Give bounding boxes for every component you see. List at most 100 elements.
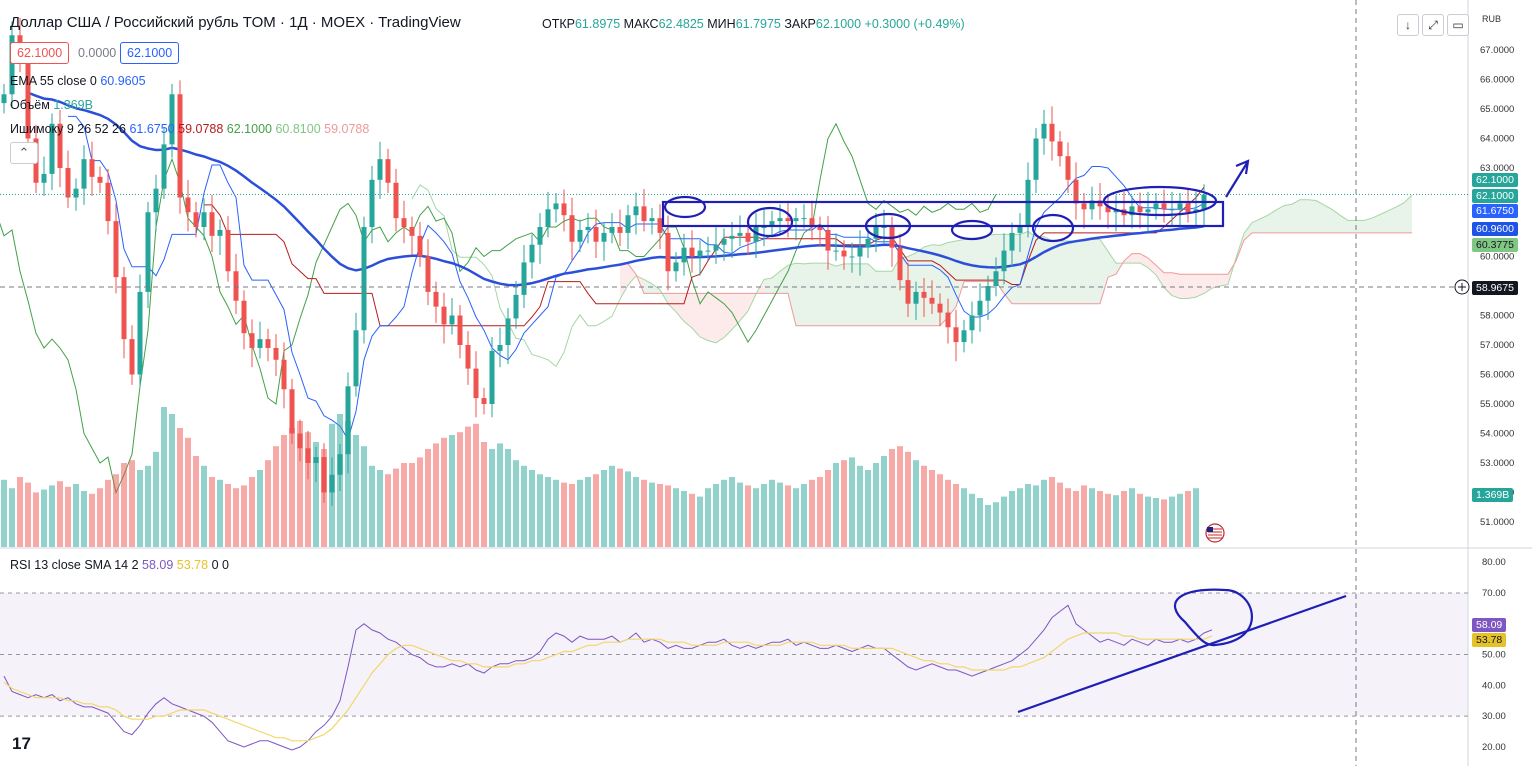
candle [1, 83, 7, 114]
volume-bar [713, 484, 719, 547]
cloud-segment [828, 263, 836, 326]
volume-bar [833, 463, 839, 547]
candle [617, 209, 623, 247]
volume-value: 1.369B [53, 98, 93, 112]
volume-bar [1017, 488, 1023, 547]
candle-body [193, 212, 199, 227]
candle-body [1081, 203, 1087, 210]
cloud-segment [1084, 239, 1092, 304]
ema-legend[interactable]: EMA 55 close 0 60.9605 [10, 74, 146, 88]
annotation-trendline [1017, 594, 1347, 714]
candle [1137, 192, 1143, 229]
price-label-conversion: 61.6750 [1472, 204, 1518, 218]
volume-bar [473, 423, 479, 547]
candle-body [297, 433, 303, 449]
ichimoku-legend[interactable]: Ишимоку 9 26 52 26 61.6750 59.0788 62.10… [10, 122, 369, 136]
price-axis-tick: 55.0000 [1480, 399, 1514, 410]
collapse-legend-button[interactable]: ⌃ [10, 142, 38, 164]
volume-bar [673, 488, 679, 547]
candle-body [105, 182, 111, 222]
candle [1121, 191, 1127, 226]
volume-bar [1009, 491, 1015, 547]
candle-body [393, 182, 399, 219]
candle-body [665, 232, 671, 272]
candle [321, 443, 327, 503]
rsi-legend[interactable]: RSI 13 close SMA 14 2 58.09 53.78 0 0 [10, 558, 229, 572]
candle [377, 141, 383, 199]
annotation-circle-4 [1031, 213, 1075, 243]
ema-line [27, 91, 1205, 287]
volume-bar [233, 488, 239, 547]
candle [633, 192, 639, 235]
candle-body [945, 312, 951, 328]
maximize-button[interactable]: ▭ [1447, 14, 1469, 36]
volume-bar [1121, 491, 1127, 547]
currency-label[interactable]: RUB [1482, 14, 1502, 24]
volume-bar [793, 488, 799, 547]
volume-bar [1073, 491, 1079, 547]
tradingview-logo[interactable]: 17 [12, 734, 31, 753]
candle-body [905, 280, 911, 304]
candle-body [225, 229, 231, 272]
volume-bar [1001, 496, 1007, 547]
cloud-segment [1276, 205, 1284, 233]
volume-bar [457, 432, 463, 547]
cloud-segment [740, 293, 748, 321]
candle [929, 280, 935, 315]
candle [649, 207, 655, 235]
volume-bar [289, 428, 295, 547]
candle [969, 301, 975, 344]
candle-body [745, 232, 751, 242]
candle [889, 216, 895, 267]
candle [185, 180, 191, 232]
volume-bar [585, 477, 591, 547]
cloud-segment [1172, 272, 1180, 299]
volume-bar [825, 470, 831, 547]
volume-legend[interactable]: Объём 1.369B [10, 98, 93, 112]
candle-body [1073, 179, 1079, 204]
volume-bar [921, 465, 927, 547]
candle [921, 278, 927, 317]
cloud-segment [1396, 202, 1404, 233]
candle-body [49, 123, 55, 174]
candle [169, 83, 175, 158]
cloud-segment [1268, 210, 1276, 233]
ema-value: 60.9605 [100, 74, 146, 88]
volume-bar [81, 491, 87, 547]
volume-bar [433, 443, 439, 547]
candle-body [849, 256, 855, 258]
close-label: ЗАКР [784, 17, 816, 31]
candle-body [1161, 203, 1167, 210]
candle [505, 308, 511, 365]
volume-bar [1161, 499, 1167, 547]
candle-body [505, 318, 511, 345]
candle [993, 257, 999, 297]
candle [945, 298, 951, 344]
candle-body [1, 94, 7, 104]
cloud-segment [1284, 204, 1292, 233]
candle-body [409, 227, 415, 236]
volume-bar [273, 446, 279, 547]
sell-price-box[interactable]: 62.1000 [10, 42, 70, 64]
candle-body [161, 144, 167, 189]
candle-body [1057, 141, 1063, 157]
volume-bar [89, 493, 95, 547]
volume-bar [809, 479, 815, 547]
cloud-segment [836, 263, 844, 326]
candle-body [777, 218, 783, 222]
volume-bar [737, 482, 743, 547]
cloud-segment [1356, 220, 1364, 233]
annotation-channel-rect [661, 200, 1225, 228]
buy-price-box[interactable]: 62.1000 [120, 42, 180, 64]
candles [1, 17, 1207, 506]
candle-body [257, 339, 263, 348]
chart-title[interactable]: Доллар США / Российский рубль TOM · 1Д ·… [10, 14, 461, 31]
move-down-button[interactable]: ↓ [1397, 14, 1419, 36]
cloud-segment [868, 263, 876, 326]
candle-body [553, 203, 559, 210]
candle-body [1001, 250, 1007, 272]
candle-body [681, 247, 687, 263]
candle-body [209, 212, 215, 236]
fullscreen-button[interactable]: ⤢ [1422, 14, 1444, 36]
